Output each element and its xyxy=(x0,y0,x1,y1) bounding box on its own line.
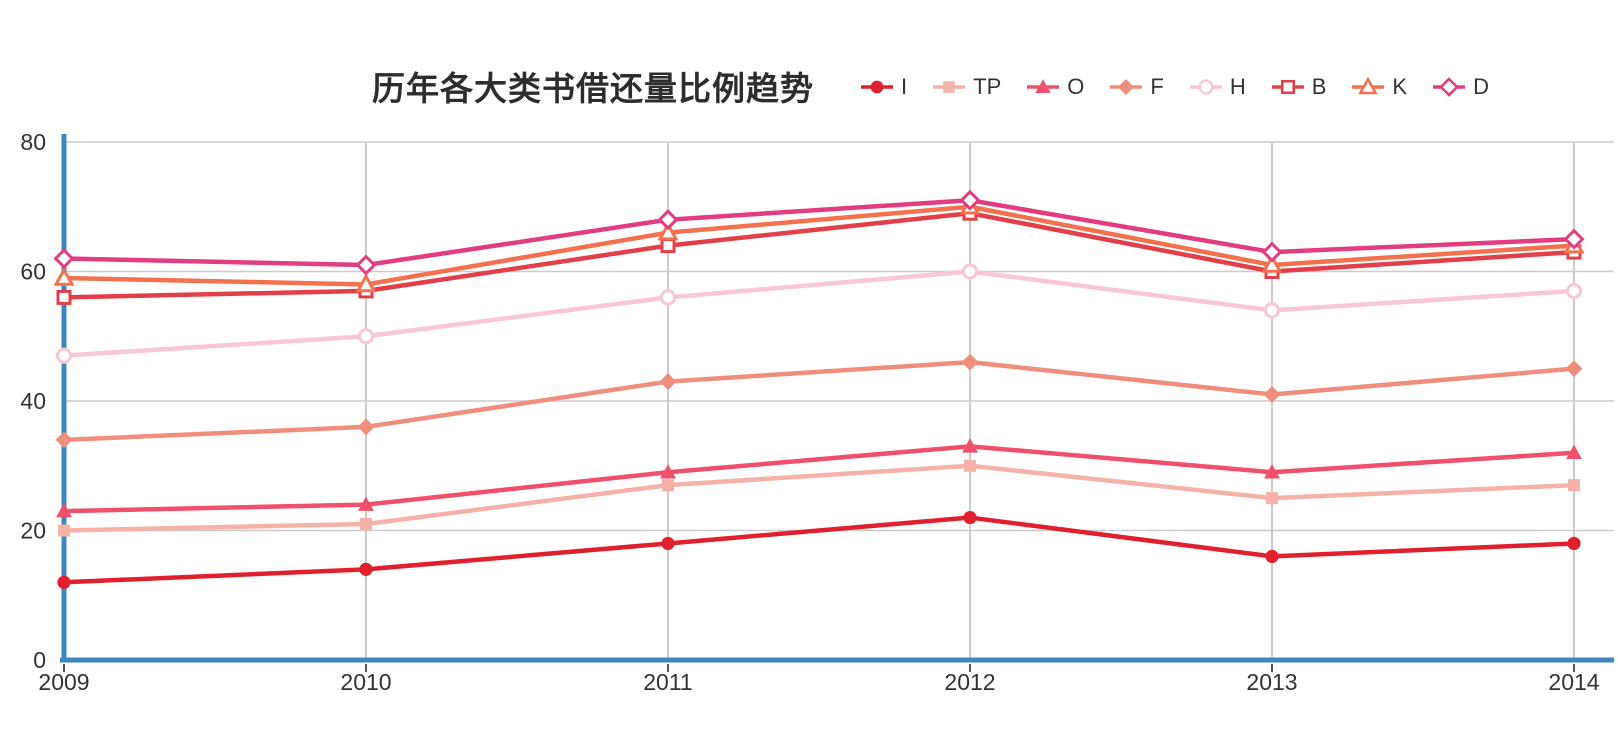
legend-item-TP[interactable]: TP xyxy=(932,76,1001,98)
x-tick-label: 2013 xyxy=(1246,669,1297,695)
y-tick-label: 60 xyxy=(20,259,46,285)
legend-item-label: TP xyxy=(973,74,1002,99)
chart-title: 历年各大类书借还量比例趋势 xyxy=(372,70,814,107)
y-tick-label: 80 xyxy=(20,129,46,155)
legend-item-label: F xyxy=(1150,74,1164,99)
series-H[interactable] xyxy=(55,263,1583,364)
legend-item-O[interactable]: O xyxy=(1026,76,1084,98)
series-O-line[interactable] xyxy=(61,444,1577,514)
legend-item-H[interactable]: H xyxy=(1189,76,1246,98)
x-tick-label: 2010 xyxy=(340,669,391,695)
legend-item-label: B xyxy=(1311,74,1327,99)
legend-marker-square-icon xyxy=(1271,80,1304,94)
legend-marker-diamond-icon xyxy=(1110,78,1143,96)
legend-item-label: H xyxy=(1229,74,1246,99)
x-axis-labels: 2009 2010 2011 2012 2013 2014 xyxy=(38,669,1599,695)
legend-marker-square-icon xyxy=(933,81,966,93)
series-I-line[interactable] xyxy=(61,515,1577,585)
series-B-line[interactable] xyxy=(61,210,1577,300)
y-axis-labels: 0 20 40 60 80 xyxy=(20,129,46,673)
x-tick-label: 2014 xyxy=(1548,669,1599,695)
x-tick-label: 2012 xyxy=(944,669,995,695)
legend-item-F[interactable]: F xyxy=(1109,74,1164,99)
series-F-line[interactable] xyxy=(61,359,1577,443)
y-tick-label: 20 xyxy=(20,518,46,544)
series-I[interactable] xyxy=(57,510,1581,589)
legend-marker-circle-icon xyxy=(1189,79,1222,95)
y-tick-label: 0 xyxy=(33,647,46,673)
series-D[interactable] xyxy=(53,189,1585,276)
legend-marker-diamond-icon xyxy=(1433,77,1466,97)
legend-marker-circle-icon xyxy=(861,80,893,94)
legend: I TP O F H B K D xyxy=(860,74,1489,100)
legend-marker-triangle-icon xyxy=(1352,77,1385,95)
legend-item-label: O xyxy=(1067,74,1085,99)
legend-item-K[interactable]: K xyxy=(1351,76,1407,98)
series-D-line[interactable] xyxy=(61,198,1577,268)
series-F[interactable] xyxy=(55,353,1583,449)
series-TP-line[interactable] xyxy=(61,463,1577,533)
x-tick-label: 2009 xyxy=(38,669,89,695)
legend-item-D[interactable]: D xyxy=(1432,76,1489,98)
series-H-line[interactable] xyxy=(61,269,1577,358)
series-TP[interactable] xyxy=(58,459,1580,537)
legend-marker-triangle-icon xyxy=(1027,79,1060,93)
legend-item-label: I xyxy=(901,74,908,99)
x-tick-label: 2011 xyxy=(643,669,692,695)
series-K-line[interactable] xyxy=(61,204,1577,287)
axes xyxy=(60,134,1614,672)
series-K[interactable] xyxy=(53,195,1585,293)
legend-item-label: D xyxy=(1473,74,1489,99)
legend-item-label: K xyxy=(1392,74,1408,99)
series-O[interactable] xyxy=(56,438,1582,518)
legend-item-I[interactable]: I xyxy=(860,76,907,98)
y-tick-label: 40 xyxy=(20,388,46,414)
legend-item-B[interactable]: B xyxy=(1271,74,1327,99)
